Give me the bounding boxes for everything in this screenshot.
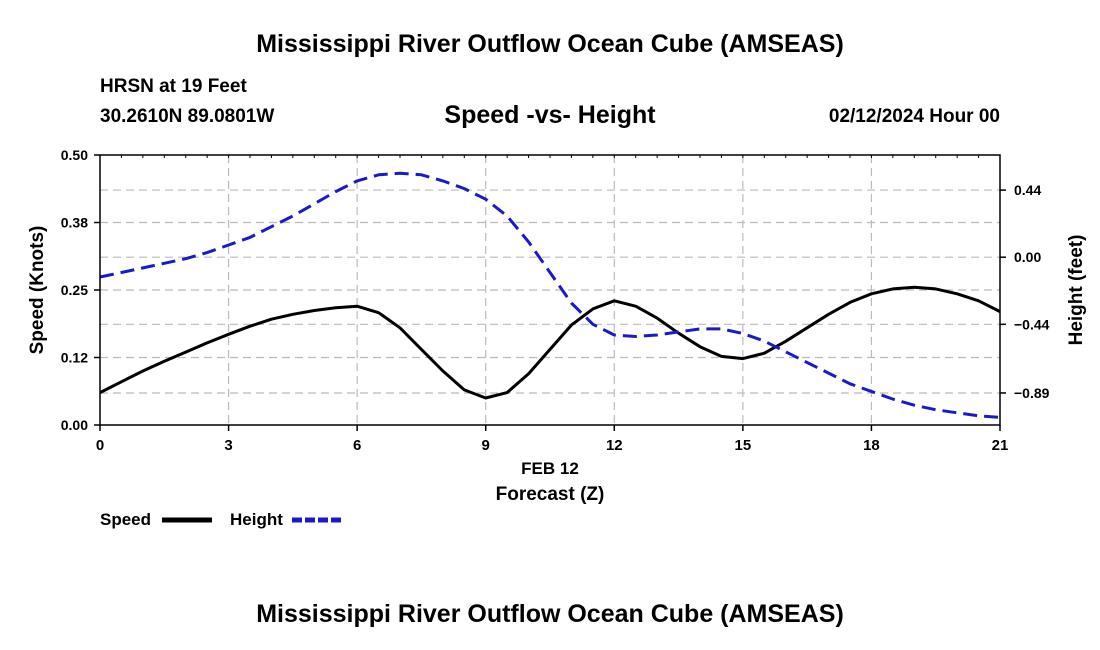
y-left-tick-label: 0.25 bbox=[61, 282, 88, 298]
legend-height-label: Height bbox=[230, 510, 283, 529]
y-right-tick-label: −0.44 bbox=[1014, 316, 1050, 332]
coordinates-label: 30.2610N 89.0801W bbox=[100, 106, 275, 127]
y-left-axis-label: Speed (Knots) bbox=[27, 226, 48, 355]
y-right-axis-label: Height (feet) bbox=[1066, 235, 1087, 346]
chart-subtitle: Speed -vs- Height bbox=[444, 101, 656, 129]
x-tick-label: 18 bbox=[863, 437, 880, 454]
series-line-height bbox=[99, 171, 1001, 419]
x-tick-label: 9 bbox=[482, 437, 490, 454]
x-tick-label: 3 bbox=[224, 437, 232, 454]
y-left-tick-label: 0.38 bbox=[61, 215, 88, 231]
bottom-title: Mississippi River Outflow Ocean Cube (AM… bbox=[256, 600, 844, 628]
x-tick-label: 15 bbox=[735, 437, 752, 454]
station-label: HRSN at 19 Feet bbox=[100, 76, 247, 97]
y-right-tick-label: −0.89 bbox=[1014, 385, 1050, 401]
series-layer bbox=[99, 171, 1001, 419]
x-sublabel: FEB 12 bbox=[521, 459, 579, 478]
y-left-tick-label: 0.00 bbox=[61, 417, 88, 433]
x-tick-label: 6 bbox=[353, 437, 361, 454]
datetime-label: 02/12/2024 Hour 00 bbox=[828, 106, 1000, 127]
grid bbox=[100, 155, 1000, 425]
ticks: 0 3 6 9 12 15 18 21 0.00 0.12 0.25 0.38 0.50 0.44 0.00… bbox=[61, 147, 1050, 454]
x-tick-label: 0 bbox=[96, 437, 104, 454]
y-left-tick-label: 0.12 bbox=[61, 350, 88, 366]
x-axis-label: Forecast (Z) bbox=[496, 484, 605, 505]
legend-speed-label: Speed bbox=[100, 510, 151, 529]
y-left-tick-label: 0.50 bbox=[61, 147, 88, 163]
y-right-tick-label: 0.44 bbox=[1014, 182, 1041, 198]
x-tick-label: 21 bbox=[992, 437, 1009, 454]
chart-title: Mississippi River Outflow Ocean Cube (AM… bbox=[256, 30, 844, 58]
x-tick-label: 12 bbox=[606, 437, 623, 454]
y-right-tick-label: 0.00 bbox=[1014, 249, 1041, 265]
series-line-speed bbox=[99, 285, 1001, 400]
